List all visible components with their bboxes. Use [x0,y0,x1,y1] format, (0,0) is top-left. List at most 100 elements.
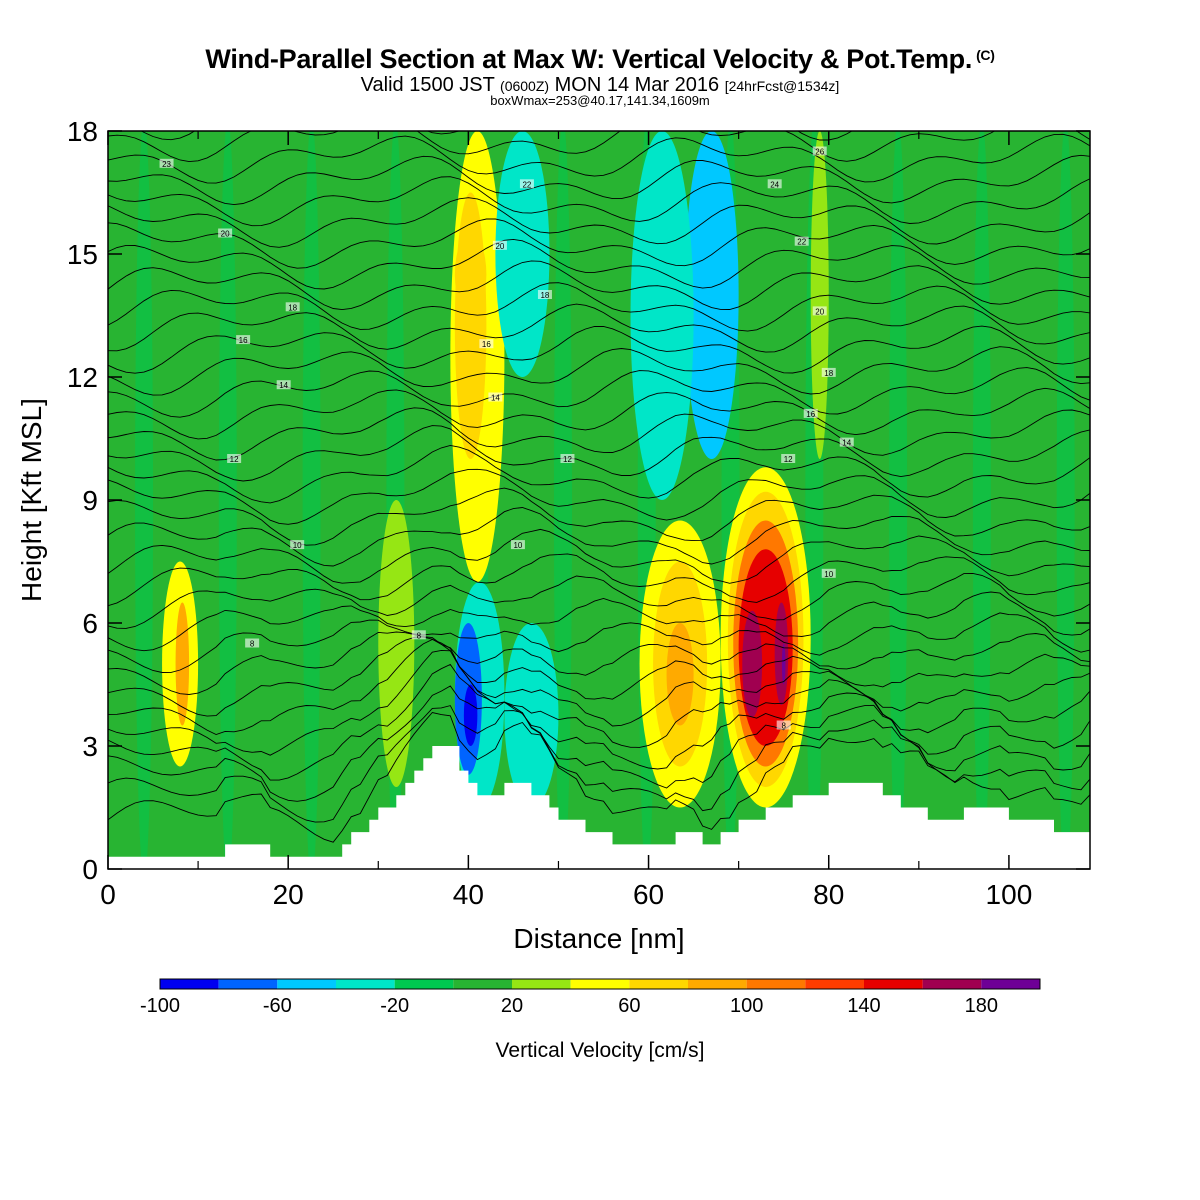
theta-contour-label: 12 [230,455,239,464]
theta-label-bg [218,228,233,238]
colorbar-tick-label: 100 [730,995,763,1017]
theta-contour-line [108,131,1090,163]
velocity-cell [454,192,487,459]
theta-contour-line [108,487,1090,546]
colorbar-swatch [629,979,688,989]
theta-label-bg [812,146,827,156]
y-axis-label: Height [Kft MSL] [16,398,47,602]
colorbar-swatch [746,979,806,989]
subtitle-date: MON 14 Mar 2016 [554,74,720,96]
theta-label-bg [560,454,575,463]
velocity-cell [742,610,763,718]
colorbar-tick-label: -60 [263,995,292,1017]
colorbar-swatch [688,979,747,989]
theta-label-bg [236,335,251,345]
theta-contour-label: 23 [162,160,171,169]
velocity-cell [495,131,550,377]
theta-contour-line [108,238,1090,290]
theta-contour-label: 20 [495,242,504,251]
chart-subtitle: Valid 1500 JST (0600Z) MON 14 Mar 2016 [… [0,74,1200,97]
colorbar-swatch [922,979,982,989]
theta-label-bg [479,339,494,349]
colorbar-swatch [453,979,512,989]
theta-contour-label: 10 [824,570,833,579]
colorbar-swatch [981,979,1040,989]
theta-contour-label: 14 [491,394,500,403]
theta-contour-line [108,407,1090,461]
theta-contour-line [108,303,1090,353]
theta-contour-label: 26 [815,148,824,157]
theta-contour-line [108,387,1090,440]
theta-contour-line [108,636,1090,717]
x-tick-label: 100 [986,879,1033,910]
theta-contour-label: 8 [250,640,255,649]
x-tick-label: 40 [453,879,484,910]
theta-contour-label: 16 [482,340,491,349]
theta-contour-label: 20 [815,307,824,316]
theta-contour-line [108,425,1090,482]
colorbar-tick-label: 180 [965,995,998,1017]
theta-label-bg [767,179,782,189]
velocity-cell [781,643,786,685]
theta-contour-line [108,685,1090,802]
theta-label-bg [776,720,791,730]
theta-contour-line [108,631,1090,695]
colorbar-tick-label: -20 [380,995,409,1017]
theta-label-bg [537,290,552,299]
y-tick-label: 0 [82,854,98,885]
y-tick-label: 6 [82,608,98,639]
theta-contour-line [108,507,1090,567]
theta-label-bg [285,302,300,312]
theta-label-bg [803,408,818,418]
chart-title: Wind-Parallel Section at Max W: Vertical… [0,44,1200,75]
velocity-field [108,131,1090,869]
y-tick-label: 9 [82,485,98,516]
colorbar-tick-label: 20 [501,995,523,1017]
y-tick-label: 3 [82,731,98,762]
theta-contour-line [108,663,1090,781]
theta-label-bg [821,568,836,578]
colorbar-tick-label: -100 [140,995,180,1017]
velocity-band [302,131,321,869]
velocity-cell [463,684,478,746]
colorbar-swatch [805,979,864,989]
x-tick-label: 60 [633,879,664,910]
theta-contour-label: 16 [239,336,248,345]
theta-contour-label: 18 [288,303,297,312]
x-tick-label: 0 [100,879,116,910]
colorbar-swatch [512,979,571,989]
colorbar-swatch [336,979,395,989]
theta-contour-label: 16 [806,410,815,419]
theta-contour-label: 18 [540,291,549,300]
theta-contour-label: 10 [513,541,522,550]
theta-label-bg [781,454,796,463]
theta-contour-label: 24 [770,180,779,189]
theta-contour-line [108,218,1090,269]
theta-contour-label: 12 [784,455,793,464]
velocity-band [553,131,572,869]
velocity-cell [378,500,415,787]
subtitle-forecast: [24hrFcst@1534z] [724,78,840,94]
title-text: Wind-Parallel Section at Max W: Vertical… [205,44,973,74]
theta-contour-line [108,572,1090,629]
velocity-cell [666,623,694,726]
theta-contour-label: 8 [781,722,786,731]
theta-label-bg [839,437,854,447]
colorbar-frame [159,978,1041,990]
theta-contour-line [108,444,1090,504]
velocity-band [218,131,237,869]
theta-contour-label: 14 [842,439,851,448]
colorbar-tick-label: 60 [618,995,640,1017]
theta-contour-line [108,528,1090,584]
x-tick-label: 80 [813,879,844,910]
theta-label-bg [812,306,827,316]
velocity-cell [684,131,739,459]
velocity-cell [810,131,829,459]
theta-contour-label: 12 [563,455,572,464]
velocity-cell [630,131,694,500]
theta-contour-line [108,553,1090,607]
subtitle-utc: (0600Z) [500,78,550,94]
colorbar-swatch [570,979,630,989]
theta-label-bg [821,367,836,377]
theta-contour-line [108,346,1090,396]
